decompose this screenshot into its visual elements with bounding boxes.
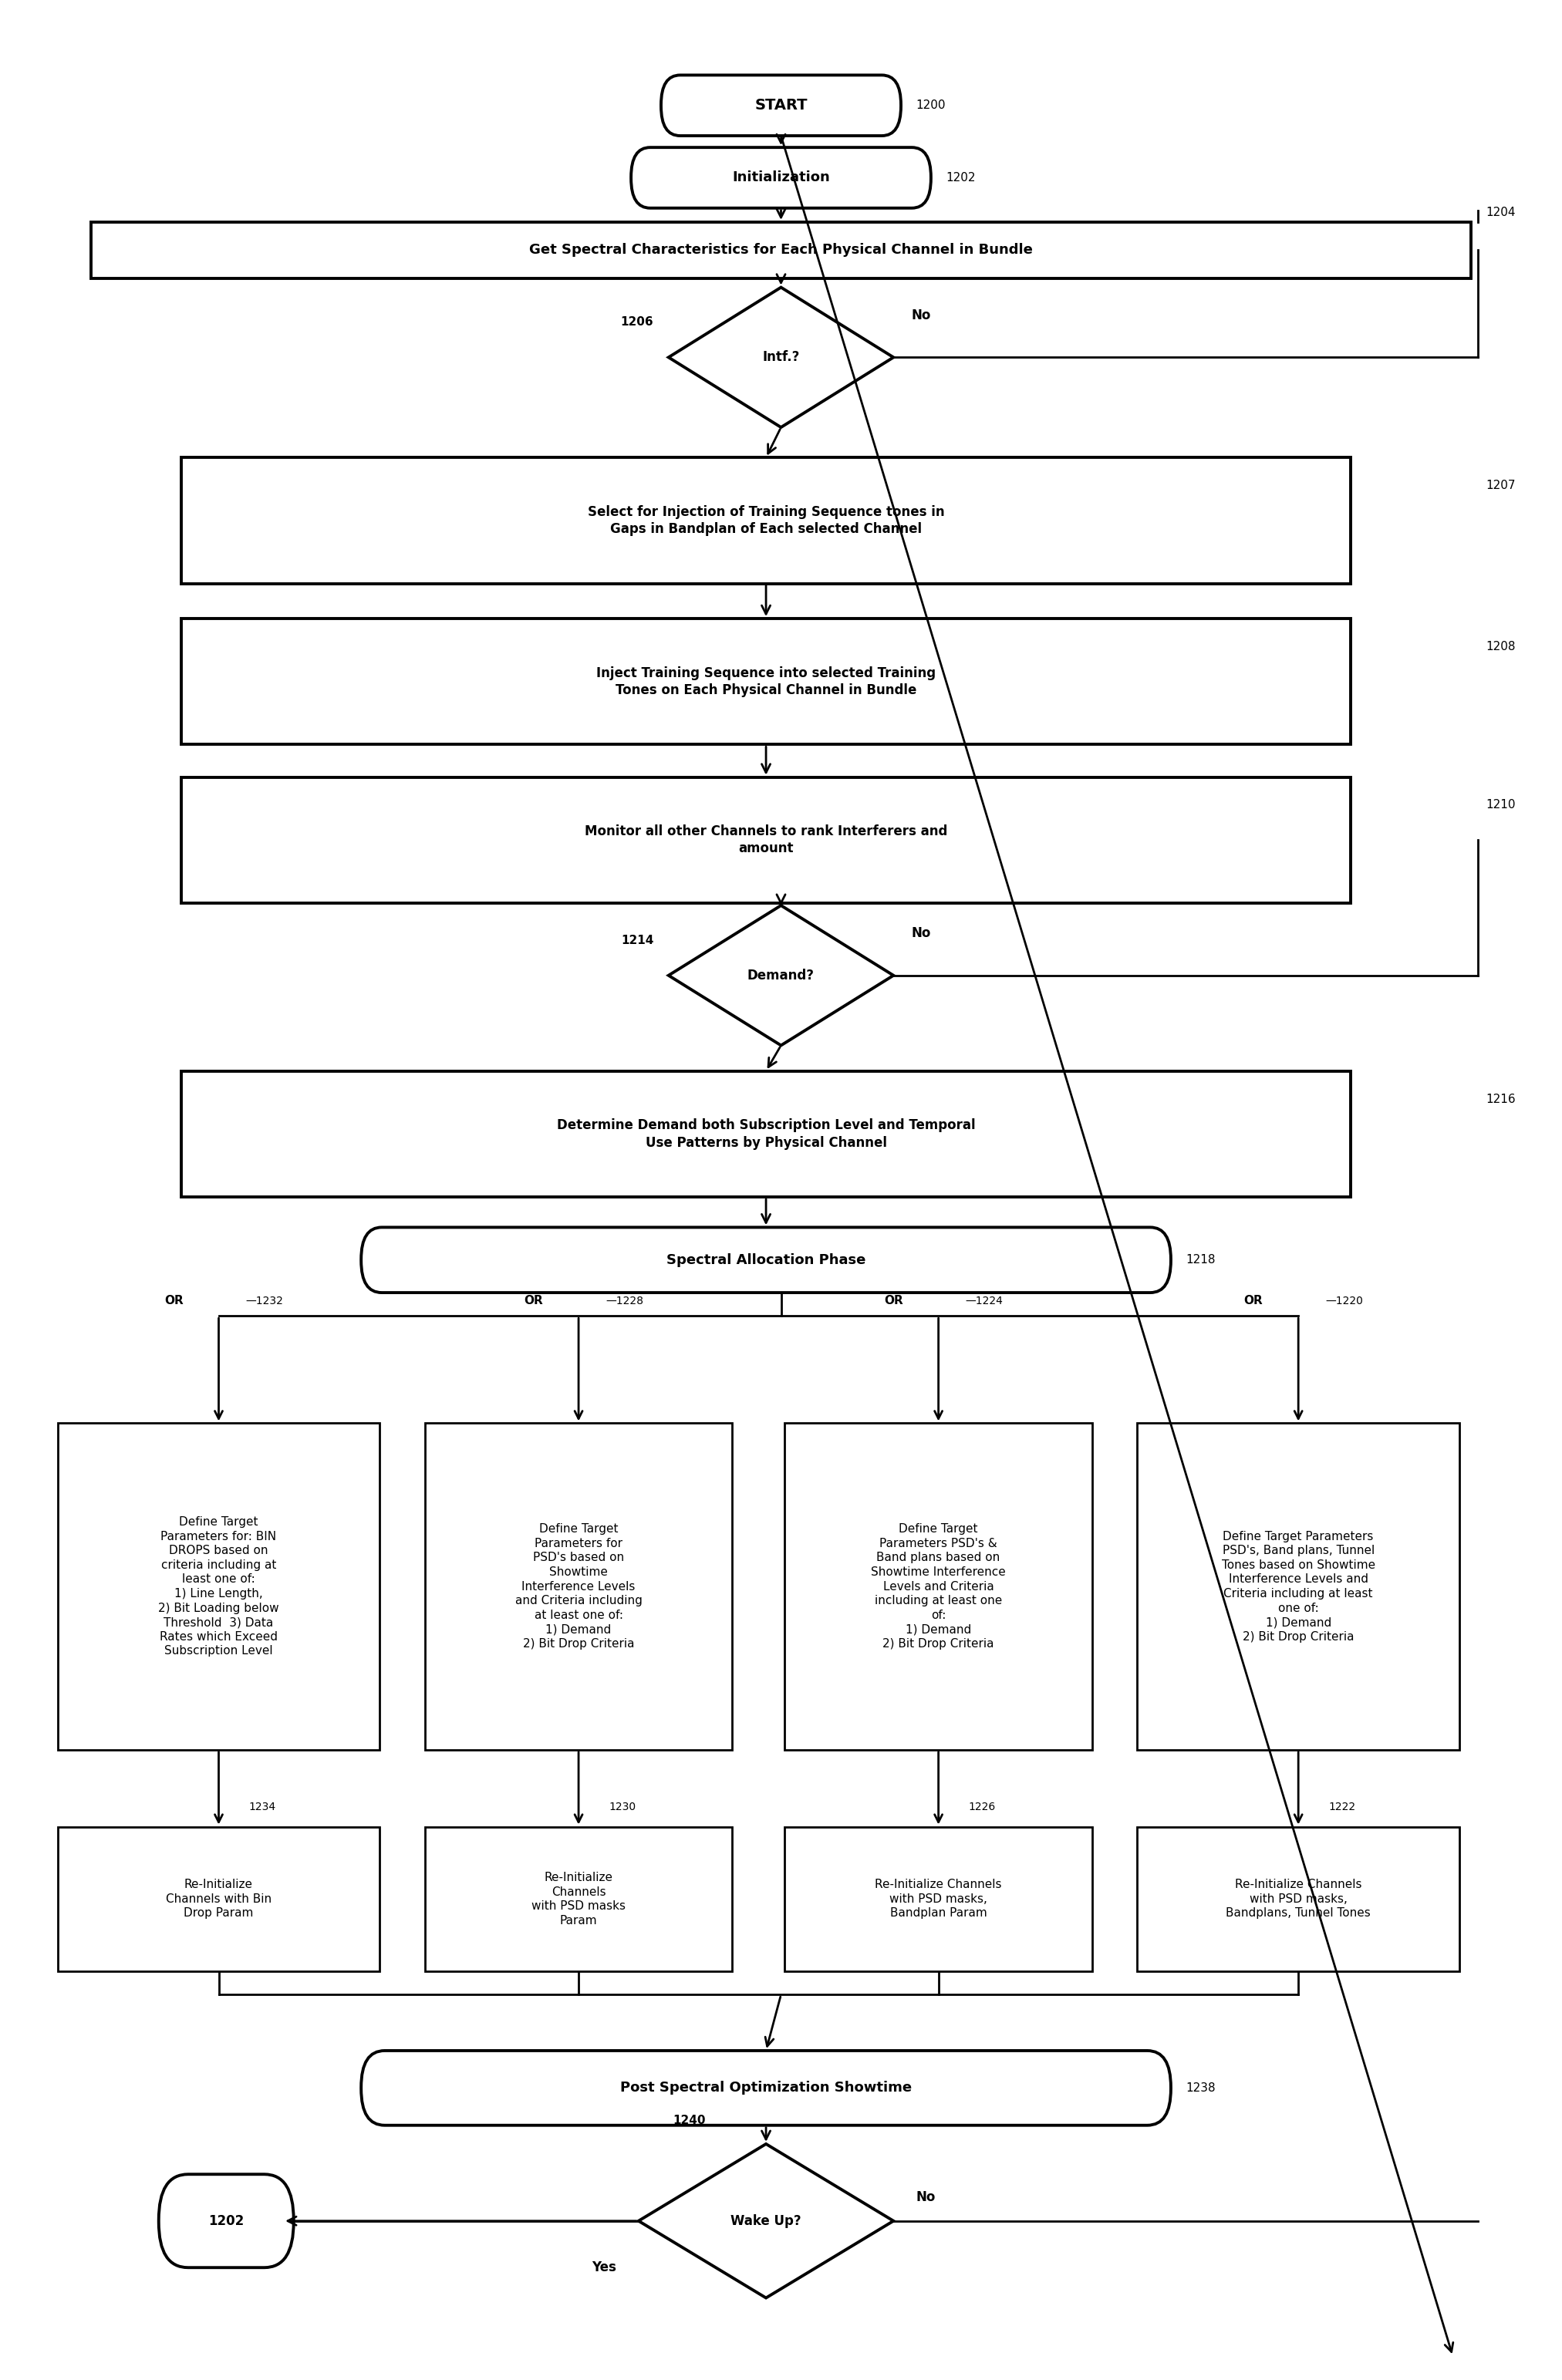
Bar xyxy=(181,778,1351,902)
Text: Re-Initialize
Channels with Bin
Drop Param: Re-Initialize Channels with Bin Drop Par… xyxy=(166,1878,272,1918)
Text: 1240: 1240 xyxy=(673,2116,706,2125)
Text: OR: OR xyxy=(164,1295,183,1307)
Text: 1216: 1216 xyxy=(1485,1092,1515,1104)
Text: 1226: 1226 xyxy=(968,1802,995,1814)
Polygon shape xyxy=(669,288,893,428)
Bar xyxy=(181,1071,1351,1197)
Text: Define Target
Parameters for
PSD's based on
Showtime
Interference Levels
and Cri: Define Target Parameters for PSD's based… xyxy=(515,1523,642,1649)
Bar xyxy=(58,1423,380,1749)
Text: Wake Up?: Wake Up? xyxy=(731,2213,801,2228)
Text: 1208: 1208 xyxy=(1485,640,1515,652)
Text: Define Target
Parameters PSD's &
Band plans based on
Showtime Interference
Level: Define Target Parameters PSD's & Band pl… xyxy=(872,1523,1006,1649)
Text: START: START xyxy=(754,98,808,112)
Text: Define Target
Parameters for: BIN
DROPS based on
criteria including at
least one: Define Target Parameters for: BIN DROPS … xyxy=(158,1516,280,1656)
Bar xyxy=(425,1423,733,1749)
Bar xyxy=(784,1423,1092,1749)
Text: Initialization: Initialization xyxy=(733,171,829,186)
Text: Monitor all other Channels to rank Interferers and
amount: Monitor all other Channels to rank Inter… xyxy=(584,823,948,857)
Text: No: No xyxy=(912,309,931,321)
Text: —1228: —1228 xyxy=(606,1295,644,1307)
Text: 1204: 1204 xyxy=(1485,207,1515,219)
Text: Yes: Yes xyxy=(800,457,823,471)
Text: Get Spectral Characteristics for Each Physical Channel in Bundle: Get Spectral Characteristics for Each Ph… xyxy=(530,243,1032,257)
Text: Define Target Parameters
PSD's, Band plans, Tunnel
Tones based on Showtime
Inter: Define Target Parameters PSD's, Band pla… xyxy=(1221,1530,1375,1642)
Text: 1222: 1222 xyxy=(1328,1802,1356,1814)
Text: Inject Training Sequence into selected Training
Tones on Each Physical Channel i: Inject Training Sequence into selected T… xyxy=(597,666,936,697)
Bar xyxy=(1137,1828,1459,1971)
FancyBboxPatch shape xyxy=(361,2052,1172,2125)
Text: 1230: 1230 xyxy=(609,1802,636,1814)
Text: —1232: —1232 xyxy=(245,1295,283,1307)
Text: 1202: 1202 xyxy=(947,171,976,183)
Text: 1206: 1206 xyxy=(620,317,653,328)
Text: —1220: —1220 xyxy=(1325,1295,1364,1307)
Polygon shape xyxy=(669,904,893,1045)
Text: 1200: 1200 xyxy=(915,100,945,112)
Text: Post Spectral Optimization Showtime: Post Spectral Optimization Showtime xyxy=(620,2080,912,2094)
Polygon shape xyxy=(639,2144,893,2299)
Text: Spectral Allocation Phase: Spectral Allocation Phase xyxy=(667,1252,865,1266)
Text: 1202: 1202 xyxy=(208,2213,244,2228)
Text: No: No xyxy=(912,926,931,940)
Text: Re-Initialize Channels
with PSD masks,
Bandplans, Tunnel Tones: Re-Initialize Channels with PSD masks, B… xyxy=(1226,1878,1371,1918)
Text: Determine Demand both Subscription Level and Temporal
Use Patterns by Physical C: Determine Demand both Subscription Level… xyxy=(556,1119,975,1150)
Text: 1214: 1214 xyxy=(620,935,653,947)
Text: Demand?: Demand? xyxy=(748,969,814,983)
Text: 1218: 1218 xyxy=(1186,1254,1215,1266)
FancyBboxPatch shape xyxy=(661,76,901,136)
Text: 1238: 1238 xyxy=(1186,2082,1215,2094)
Bar xyxy=(1137,1423,1459,1749)
Text: Yes: Yes xyxy=(800,1076,823,1090)
Text: Intf.?: Intf.? xyxy=(762,350,800,364)
Bar xyxy=(425,1828,733,1971)
Text: OR: OR xyxy=(523,1295,544,1307)
Bar xyxy=(784,1828,1092,1971)
Text: Select for Injection of Training Sequence tones in
Gaps in Bandplan of Each sele: Select for Injection of Training Sequenc… xyxy=(587,505,945,536)
Text: 1234: 1234 xyxy=(248,1802,276,1814)
FancyBboxPatch shape xyxy=(159,2175,294,2268)
Text: Re-Initialize Channels
with PSD masks,
Bandplan Param: Re-Initialize Channels with PSD masks, B… xyxy=(875,1878,1001,1918)
Bar xyxy=(181,619,1351,745)
Text: —1224: —1224 xyxy=(965,1295,1003,1307)
FancyBboxPatch shape xyxy=(361,1228,1172,1292)
Text: Yes: Yes xyxy=(592,2261,615,2275)
Text: 1207: 1207 xyxy=(1485,481,1515,490)
Bar xyxy=(58,1828,380,1971)
Text: 1210: 1210 xyxy=(1485,800,1515,812)
Text: Re-Initialize
Channels
with PSD masks
Param: Re-Initialize Channels with PSD masks Pa… xyxy=(531,1871,626,1925)
Text: No: No xyxy=(915,2190,936,2204)
Text: OR: OR xyxy=(1243,1295,1264,1307)
Text: OR: OR xyxy=(884,1295,903,1307)
Bar xyxy=(181,457,1351,583)
Bar xyxy=(91,221,1471,278)
FancyBboxPatch shape xyxy=(631,148,931,207)
